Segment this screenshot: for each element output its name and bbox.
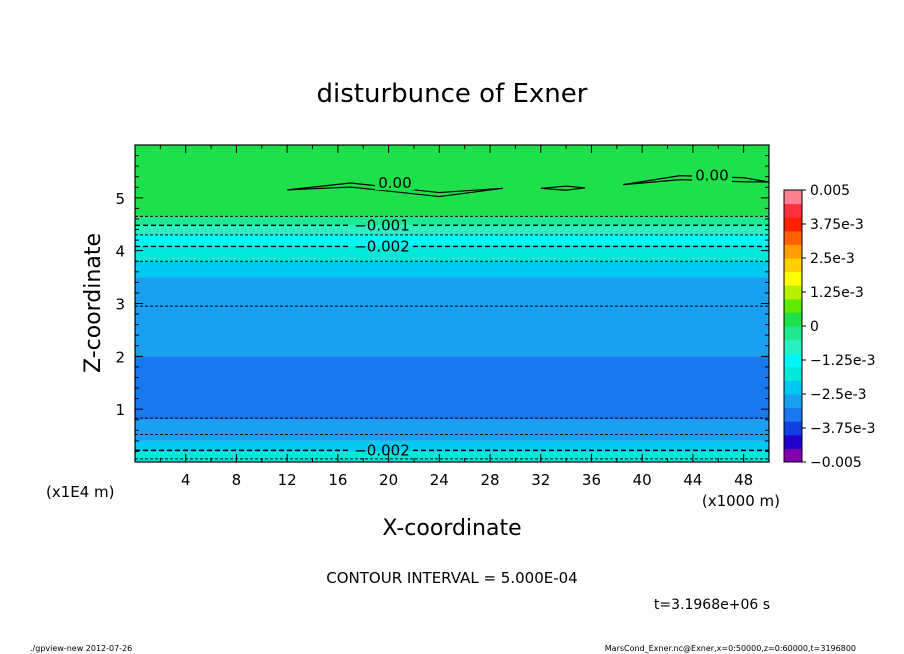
- band-4: [135, 277, 769, 357]
- colorbar-label: 3.75e-3: [810, 217, 864, 233]
- contour-label: −0.002: [354, 237, 410, 255]
- colorbar-swatch: [784, 217, 802, 232]
- x-tick-label: 40: [633, 471, 652, 489]
- x-tick-label: 16: [328, 471, 347, 489]
- band-3: [135, 356, 769, 420]
- colorbar-swatch: [784, 353, 802, 368]
- colorbar-swatch: [784, 298, 802, 313]
- colorbar-label: −1.25e-3: [810, 353, 875, 369]
- colorbar-swatch: [784, 326, 802, 341]
- y-tick-label: 5: [115, 190, 125, 208]
- x-unit-left: (x1E4 m): [46, 483, 115, 501]
- x-tick-label: 32: [531, 471, 550, 489]
- band-6: [135, 245, 769, 262]
- band-5: [135, 261, 769, 278]
- x-tick-label: 20: [379, 471, 398, 489]
- colorbar-swatch: [784, 448, 802, 463]
- colorbar-swatch: [784, 394, 802, 409]
- time-stamp: t=3.1968e+06 s: [654, 597, 770, 613]
- colorbar-label: 0: [810, 319, 819, 335]
- zero-contour-0: [287, 182, 503, 198]
- colorbar-swatch: [784, 434, 802, 449]
- band-0: [135, 451, 769, 462]
- contour-lines: −0.001 −0.002 −0.002 0.00 0.00: [135, 167, 770, 459]
- band-1: [135, 440, 769, 452]
- colorbar-label: 1.25e-3: [810, 285, 864, 301]
- band-8: [135, 225, 769, 235]
- zero-label-bg: [374, 175, 415, 191]
- contour-label: −0.002: [354, 441, 410, 459]
- colorbar-label: 2.5e-3: [810, 251, 855, 267]
- plot-area: [135, 145, 769, 462]
- colorbar-swatch: [784, 407, 802, 422]
- colorbar-label: −2.5e-3: [810, 387, 867, 403]
- x-tick-label: 44: [683, 471, 702, 489]
- footer-right: MarsCond_Exner.nc@Exner,x=0:50000,z=0:60…: [605, 644, 856, 653]
- colorbar-swatch: [784, 339, 802, 354]
- y-tick-label: 4: [115, 243, 125, 261]
- colorbar-label: −3.75e-3: [810, 421, 875, 437]
- x-tick-label: 8: [232, 471, 242, 489]
- colorbar-swatch: [784, 244, 802, 259]
- colorbar-swatch: [784, 366, 802, 381]
- x-tick-label: 36: [582, 471, 601, 489]
- zero-contour-label: 0.00: [695, 167, 728, 185]
- colorbar-swatch: [784, 230, 802, 245]
- x-tick-label: 4: [181, 471, 191, 489]
- contour-interval-note: CONTOUR INTERVAL = 5.000E-04: [326, 569, 577, 587]
- colorbar-swatch: [784, 312, 802, 327]
- chart-title: disturbunce of Exner: [317, 79, 588, 109]
- y-axis-label: Z-coordinate: [81, 233, 106, 373]
- colorbar-label: 0.005: [810, 183, 850, 199]
- zero-contour-1: [540, 185, 586, 191]
- y-tick-label: 1: [115, 401, 125, 419]
- zero-contour-label: 0.00: [378, 174, 411, 192]
- colorbar-swatch: [784, 271, 802, 286]
- footer-left: ./gpview-new 2012-07-26: [30, 644, 132, 653]
- x-tick-label: 12: [278, 471, 297, 489]
- colorbar: 0.005 3.75e-3 2.5e-3 1.25e-3 0 −1.25e-3 −2.5e-…: [783, 183, 875, 471]
- band-7: [135, 234, 769, 246]
- band-2: [135, 419, 769, 441]
- x-axis-label: X-coordinate: [382, 516, 521, 541]
- contour-label: −0.001: [354, 216, 410, 234]
- x-tick-label: 48: [734, 471, 753, 489]
- y-tick-label: 2: [115, 348, 125, 366]
- x-tick-label: 28: [480, 471, 499, 489]
- zero-label-bg: [691, 167, 732, 183]
- colorbar-swatch: [784, 190, 802, 205]
- x-tick-label: 24: [430, 471, 449, 489]
- band-9: [135, 216, 769, 226]
- y-tick-label: 3: [115, 296, 125, 314]
- x-unit-right: (x1000 m): [702, 492, 780, 510]
- colorbar-swatch: [784, 421, 802, 436]
- colorbar-swatch: [784, 380, 802, 395]
- colorbar-swatch: [784, 285, 802, 300]
- colorbar-label: −0.005: [810, 455, 862, 471]
- colorbar-swatch: [784, 203, 802, 218]
- colorbar-swatch: [784, 258, 802, 273]
